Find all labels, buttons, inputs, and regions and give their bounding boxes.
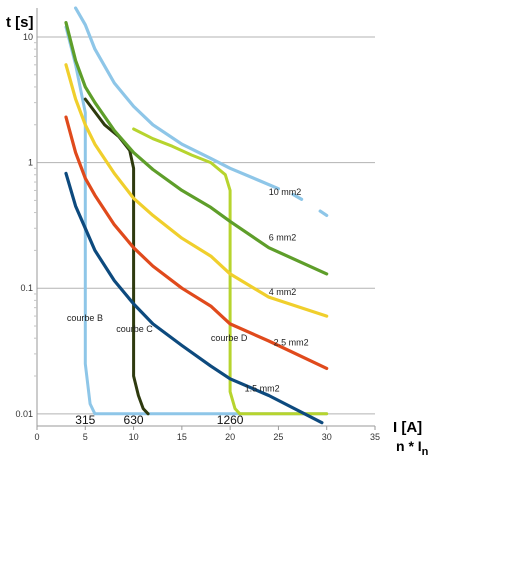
x-tick-label: 35 <box>370 432 380 442</box>
x-axis-title: n * In <box>396 438 429 458</box>
series-line-courbe-c <box>83 97 150 416</box>
calibre-label-315: 315 <box>75 413 95 427</box>
x-axis-title-main: n * I <box>396 438 422 454</box>
y-tick-label: 1 <box>28 158 33 168</box>
series-label-courbe-b: courbe B <box>67 313 103 323</box>
series-label-4-mm2: 4 mm2 <box>269 287 297 297</box>
series-line-4-mm2 <box>64 63 329 318</box>
calibre-labels: 315 630 1260 <box>75 413 244 427</box>
series-line-10-mm2 <box>74 6 280 191</box>
series-tail-10-mm2 <box>291 192 329 217</box>
series-label-1-5-mm2: 1.5 mm2 <box>245 384 280 394</box>
x-tick-label: 25 <box>273 432 283 442</box>
series-label-courbe-c: courbe C <box>116 324 153 334</box>
y-tick-label: 10 <box>23 32 33 42</box>
calibre-label-1260: 1260 <box>217 413 244 427</box>
series-line-courbe-d <box>132 127 329 416</box>
series-line-6-mm2 <box>64 21 329 276</box>
y-tick-label: 0.01 <box>15 409 33 419</box>
x-tick-label: 0 <box>34 432 39 442</box>
x-tick-label: 10 <box>129 432 139 442</box>
x-tick-label: 30 <box>322 432 332 442</box>
x-axis-title-sub: n <box>422 446 429 458</box>
series-label-2-5-mm2: 2.5 mm2 <box>274 337 309 347</box>
curves <box>64 6 329 425</box>
series-line-2-5-mm2 <box>64 115 329 370</box>
series-line-1-5-mm2 <box>64 171 324 425</box>
x-tick-label: 20 <box>225 432 235 442</box>
series-label-6-mm2: 6 mm2 <box>269 232 297 242</box>
x-tick-label: 15 <box>177 432 187 442</box>
calibre-label-630: 630 <box>124 413 144 427</box>
series-label-courbe-d: courbe D <box>211 333 248 343</box>
ticks: 10 1 0.1 0.01 0 5 10 15 20 25 30 35 <box>15 32 380 442</box>
y-axis-title: t [s] <box>6 14 34 31</box>
series-label-10-mm2: 10 mm2 <box>269 187 302 197</box>
y-tick-label: 0.1 <box>20 283 33 293</box>
x-unit-label: I [A] <box>393 419 422 436</box>
x-tick-label: 5 <box>83 432 88 442</box>
curve-labels: courbe B courbe C courbe D 10 mm2 6 mm2 4 mm2… <box>67 187 309 394</box>
